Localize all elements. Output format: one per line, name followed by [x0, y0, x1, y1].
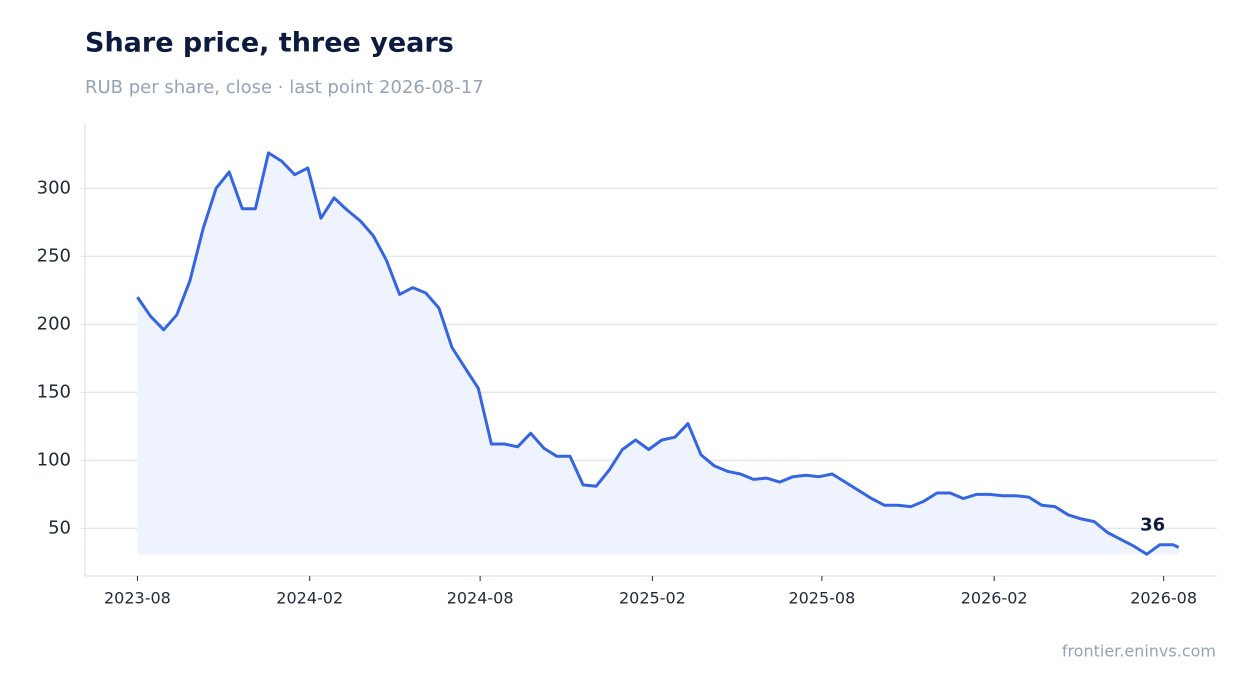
chart-title: Share price, three years [85, 28, 454, 59]
x-tick-label: 2023-08 [104, 589, 171, 608]
y-tick-label: 300 [37, 177, 71, 198]
x-tick-label: 2026-08 [1130, 589, 1197, 608]
y-tick-label: 200 [37, 313, 71, 334]
chart-subtitle: RUB per share, close · last point 2026-0… [85, 77, 484, 98]
x-tick-label: 2024-02 [276, 589, 343, 608]
last-value-label: 36 [1140, 514, 1165, 535]
x-tick-label: 2024-08 [447, 589, 514, 608]
y-tick-label: 150 [37, 381, 71, 402]
y-tick-label: 250 [37, 245, 71, 266]
y-tick-label: 100 [37, 449, 71, 470]
area [137, 152, 1179, 555]
line [136, 151, 1180, 556]
y-tick-label: 50 [48, 517, 71, 538]
x-tick-label: 2025-08 [788, 589, 855, 608]
x-tick-label: 2025-02 [619, 589, 686, 608]
x-tick-label: 2026-02 [961, 589, 1028, 608]
source: frontier.eninvs.com [1062, 642, 1216, 661]
